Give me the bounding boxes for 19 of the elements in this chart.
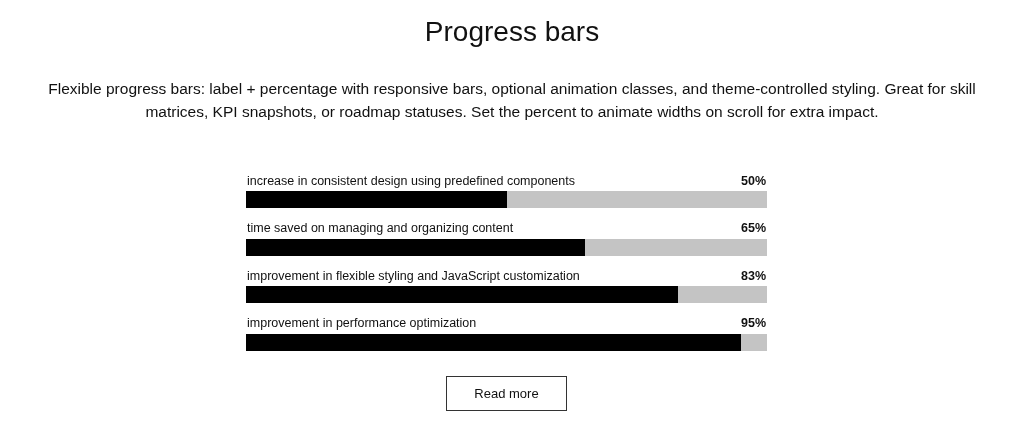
bar: [584, 238, 767, 256]
chart-subtitle: Flexible progress bars: label + percentage with responsive bars, optional animation classes, and theme-controlled styling. Great for skill matrices, KPI snapshots, or roadmap statuses. Set the percent to animate widths on scroll for extra impact.: [47, 79, 977, 122]
link-button: Read more: [446, 376, 567, 411]
y-tick-label: improvement in flexible styling and JavaScript customization: [247, 269, 580, 283]
annotation: 65%: [741, 221, 767, 235]
bar: [246, 286, 679, 304]
bar: [246, 238, 585, 256]
bar: [246, 191, 507, 209]
chart-title: Progress bars: [423, 15, 601, 49]
annotation: 83%: [741, 269, 767, 283]
bar: [678, 286, 767, 304]
y-tick-label: time saved on managing and organizing content: [247, 221, 514, 235]
annotation: 50%: [741, 174, 767, 188]
bar: [506, 191, 767, 209]
bar: [740, 333, 767, 351]
annotation: 95%: [741, 316, 767, 330]
y-tick-label: increase in consistent design using predefined components: [247, 174, 575, 188]
bar: [246, 333, 741, 351]
y-tick-label: improvement in performance optimization: [247, 316, 477, 330]
